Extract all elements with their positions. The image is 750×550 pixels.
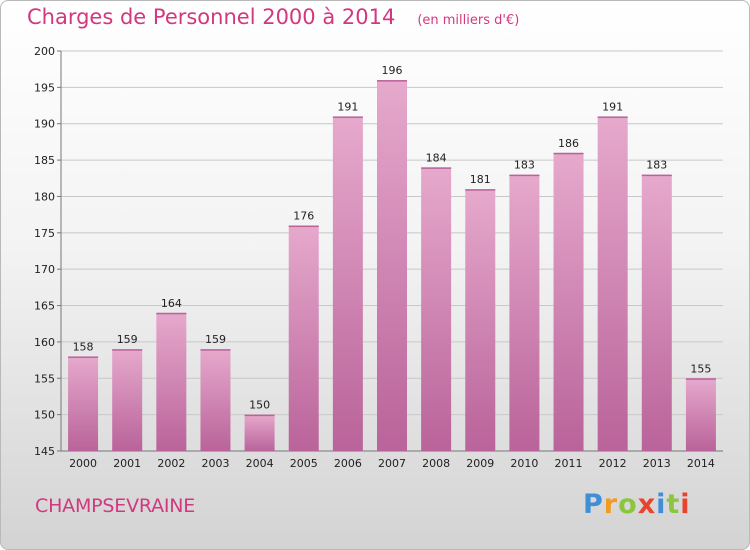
x-tick-label: 2002 [157,457,185,470]
y-tick-label: 150 [34,409,55,422]
bar [421,167,452,451]
data-label: 164 [161,297,182,310]
logo-letter: r [603,489,619,520]
logo-letter: o [618,489,638,520]
bar [509,174,540,452]
bar-top-edge [112,349,143,351]
y-tick-label: 145 [34,445,55,458]
x-tick-label: 2000 [69,457,97,470]
bar-top-edge [641,174,672,177]
y-tick-label: 160 [34,336,55,349]
bar-top-edge [421,167,452,169]
data-label: 159 [117,333,138,346]
data-label: 155 [690,362,711,375]
bar-top-edge [156,312,187,315]
data-label: 186 [558,137,579,150]
data-label: 183 [646,159,667,172]
bar-top-edge [465,189,496,191]
y-tick-label: 155 [34,372,55,385]
chart-title: Charges de Personnel 2000 à 2014 (en mill… [27,5,519,29]
y-tick-label: 195 [34,81,55,94]
data-label: 184 [426,151,447,164]
bar [332,116,363,452]
x-tick-label: 2008 [422,457,450,470]
x-tick-label: 2011 [555,457,583,470]
y-tick-label: 200 [34,45,55,58]
bar-top-edge [509,174,540,177]
bar [200,349,231,451]
bar-top-edge [685,378,716,380]
bar-top-edge [377,80,407,82]
data-label: 183 [514,159,535,172]
data-label: 150 [249,399,270,412]
y-tick-label: 170 [34,263,55,276]
x-tick-label: 2005 [290,457,318,470]
logo-letter: i [680,489,691,520]
bar [244,414,275,451]
x-tick-label: 2012 [599,457,627,470]
bar [685,378,716,451]
bar [553,152,584,451]
data-label: 191 [337,100,358,113]
logo-letter: P [583,489,604,520]
bar-top-edge [244,414,275,417]
y-tick-label: 175 [34,227,55,240]
bar-top-edge [288,225,319,228]
data-label: 196 [382,64,403,77]
x-tick-label: 2003 [201,457,229,470]
bar [156,312,187,451]
y-tick-label: 165 [34,300,55,313]
x-tick-label: 2004 [246,457,274,470]
bar [288,225,319,451]
data-label: 159 [205,333,226,346]
bar [112,349,143,451]
data-label: 158 [73,340,94,353]
logo-letter: x [637,489,657,520]
bar-top-edge [68,356,99,358]
y-tick-label: 180 [34,190,55,203]
x-tick-label: 2007 [378,457,406,470]
chart-title-text: Charges de Personnel 2000 à 2014 [27,5,396,29]
data-label: 176 [293,210,314,223]
y-tick-label: 185 [34,154,55,167]
bar-top-edge [597,116,628,118]
bar-top-edge [332,116,363,118]
bar [597,116,628,452]
x-tick-label: 2006 [334,457,362,470]
bar [641,174,672,452]
bar [377,80,407,451]
bar [465,189,496,451]
x-tick-label: 2010 [510,457,538,470]
bar-top-edge [553,152,584,155]
bar-top-edge [200,349,231,351]
x-tick-label: 2014 [687,457,715,470]
data-label: 181 [470,173,491,186]
bar [68,356,99,451]
data-label: 191 [602,100,623,113]
logo-letter: t [666,489,681,520]
y-tick-label: 190 [34,118,55,131]
x-tick-label: 2001 [113,457,141,470]
x-tick-label: 2013 [643,457,671,470]
x-tick-label: 2009 [466,457,494,470]
logo-letter: i [656,489,667,520]
commune-name: CHAMPSEVRAINE [35,495,196,517]
chart-unit-label: (en milliers d'€) [417,13,520,28]
